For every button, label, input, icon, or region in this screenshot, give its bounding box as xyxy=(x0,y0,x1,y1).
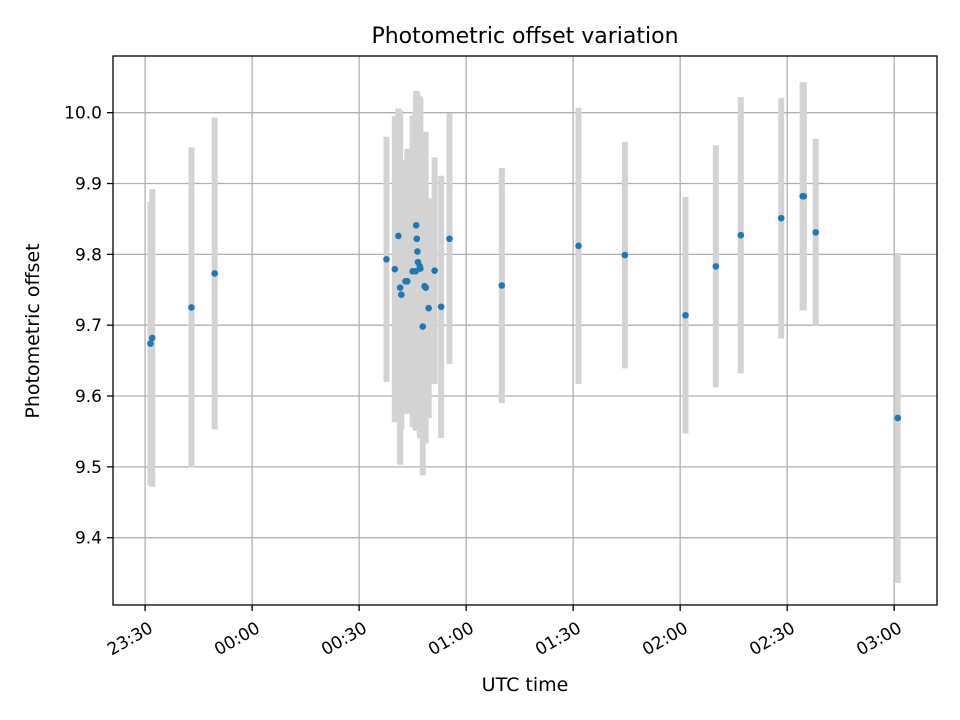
data-point xyxy=(712,263,720,270)
data-point xyxy=(412,268,419,275)
data-point xyxy=(621,251,629,259)
data-point xyxy=(396,284,404,291)
chart-title: Photometric offset variation xyxy=(371,24,678,49)
data-point xyxy=(431,267,438,274)
data-point xyxy=(894,414,902,422)
data-point xyxy=(777,214,785,222)
data-point xyxy=(412,222,420,229)
y-tick-label: 9.7 xyxy=(75,316,102,336)
data-point xyxy=(148,334,156,342)
data-point xyxy=(812,229,820,236)
data-point xyxy=(398,291,405,299)
y-tick-label: 9.9 xyxy=(75,175,102,195)
data-point xyxy=(414,248,421,255)
data-point xyxy=(682,311,689,319)
plot-area-frame xyxy=(112,55,938,606)
data-points xyxy=(147,192,902,422)
data-point xyxy=(383,256,390,263)
y-tick-label: 10.0 xyxy=(64,104,102,124)
data-point xyxy=(419,323,427,330)
x-axis-label: UTC time xyxy=(482,674,569,696)
y-tick-label: 9.5 xyxy=(75,458,102,478)
data-point xyxy=(188,304,195,311)
data-point xyxy=(425,304,432,312)
data-point xyxy=(413,235,421,243)
data-point xyxy=(211,270,218,277)
y-tick-label: 9.4 xyxy=(75,529,102,549)
data-point xyxy=(422,284,430,291)
data-point xyxy=(147,340,154,347)
data-point xyxy=(446,235,453,243)
y-tick-label: 9.6 xyxy=(75,387,102,407)
y-axis-label: Photometric offset xyxy=(22,243,44,418)
data-point xyxy=(800,192,808,200)
data-point xyxy=(575,242,582,250)
data-point xyxy=(395,232,402,240)
data-point xyxy=(403,277,411,285)
data-point xyxy=(498,282,506,289)
data-point xyxy=(437,303,445,311)
data-point xyxy=(391,265,399,273)
y-tick-label: 9.8 xyxy=(75,245,102,265)
data-point xyxy=(417,265,424,272)
data-point xyxy=(737,231,745,239)
